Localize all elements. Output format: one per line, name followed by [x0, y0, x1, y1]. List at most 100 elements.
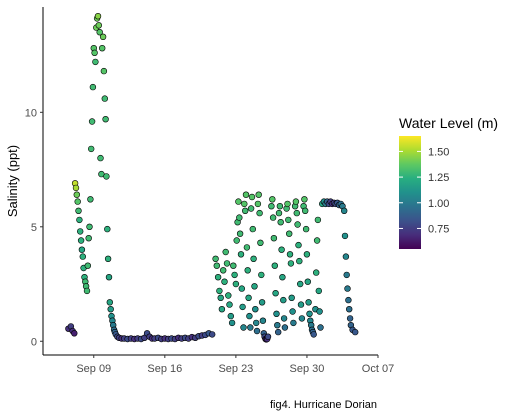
data-point — [76, 228, 84, 235]
data-point — [100, 67, 108, 75]
data-point — [87, 196, 94, 203]
data-point — [105, 274, 113, 281]
data-point — [232, 280, 240, 288]
data-point — [286, 230, 293, 237]
data-point — [288, 294, 295, 301]
data-point — [247, 324, 254, 331]
data-point — [313, 237, 321, 244]
data-point — [88, 118, 96, 125]
data-point — [213, 262, 221, 269]
data-point — [95, 22, 103, 29]
legend-ticks: 1.50 1.25 1.00 0.75 — [399, 146, 449, 235]
data-point — [296, 257, 303, 265]
data-point — [286, 251, 294, 258]
data-point — [226, 301, 233, 308]
data-point — [253, 327, 261, 335]
data-point — [107, 306, 114, 313]
data-point — [253, 319, 260, 327]
x-tick-label: Sep 23 — [218, 363, 253, 375]
data-point — [236, 230, 244, 237]
data-point — [97, 154, 104, 162]
data-point — [297, 280, 304, 288]
data-point — [225, 292, 232, 299]
data-point — [76, 216, 83, 224]
y-tick-label: 10 — [25, 107, 37, 119]
data-point — [346, 306, 353, 313]
data-point — [272, 290, 279, 297]
data-point — [295, 241, 302, 249]
data-point — [285, 216, 292, 224]
data-point — [281, 324, 289, 331]
data-point — [106, 299, 114, 306]
data-point — [239, 303, 246, 311]
data-point — [352, 328, 359, 336]
data-point — [227, 312, 235, 320]
data-point — [255, 191, 262, 198]
data-point — [103, 173, 110, 180]
legend-tick-label: 0.75 — [428, 223, 449, 235]
legend-tick-label: 1.00 — [428, 198, 449, 210]
data-point — [256, 209, 263, 217]
data-point — [221, 278, 228, 285]
data-point — [305, 299, 312, 306]
data-point — [104, 255, 112, 262]
data-point — [292, 198, 300, 205]
data-point — [73, 191, 81, 198]
data-point — [236, 214, 243, 221]
x-tick-label: Sep 09 — [76, 363, 111, 375]
data-point — [248, 193, 256, 201]
data-point — [222, 248, 229, 256]
legend-tick-label: 1.25 — [428, 172, 449, 184]
legend-title: Water Level (m) — [399, 115, 498, 131]
data-point — [250, 255, 257, 262]
data-point — [235, 198, 242, 205]
data-point — [217, 294, 224, 301]
data-point — [85, 235, 92, 242]
data-point — [231, 271, 238, 279]
data-point — [314, 216, 322, 224]
data-point — [72, 184, 80, 192]
data-point — [78, 246, 86, 253]
data-point — [342, 253, 350, 260]
data-point — [83, 287, 91, 295]
data-point — [303, 251, 311, 258]
data-point — [297, 301, 305, 308]
data-point — [279, 274, 286, 281]
data-points — [65, 13, 359, 343]
x-tick-label: Sep 16 — [147, 363, 182, 375]
data-point — [316, 308, 323, 315]
data-point — [344, 285, 351, 292]
data-point — [278, 246, 285, 253]
data-point — [98, 44, 106, 52]
data-point — [91, 49, 98, 56]
data-point — [271, 262, 278, 269]
data-point — [294, 221, 301, 228]
y-axis-ticks: 0 5 10 — [25, 107, 43, 348]
data-point — [220, 267, 227, 274]
data-point — [258, 299, 266, 306]
x-axis-ticks: Sep 09 Sep 16 Sep 23 Sep 30 Oct 07 — [76, 355, 394, 375]
data-point — [270, 235, 278, 242]
data-point — [218, 306, 226, 313]
data-point — [228, 319, 236, 327]
data-point — [341, 232, 349, 240]
data-point — [249, 225, 257, 233]
data-point — [259, 317, 267, 324]
data-point — [313, 269, 320, 276]
data-point — [241, 200, 248, 208]
data-point — [242, 191, 250, 198]
legend-tick-label: 1.50 — [428, 146, 449, 158]
data-point — [289, 308, 296, 315]
data-point — [212, 255, 219, 262]
data-point — [302, 225, 310, 233]
data-point — [87, 145, 95, 153]
data-point — [302, 207, 309, 215]
data-point — [244, 267, 251, 274]
data-point — [275, 328, 282, 336]
data-point — [310, 331, 317, 338]
data-point — [317, 324, 324, 331]
data-point — [237, 251, 245, 258]
data-point — [216, 287, 223, 295]
colorbar — [399, 136, 421, 249]
data-point — [341, 207, 348, 215]
